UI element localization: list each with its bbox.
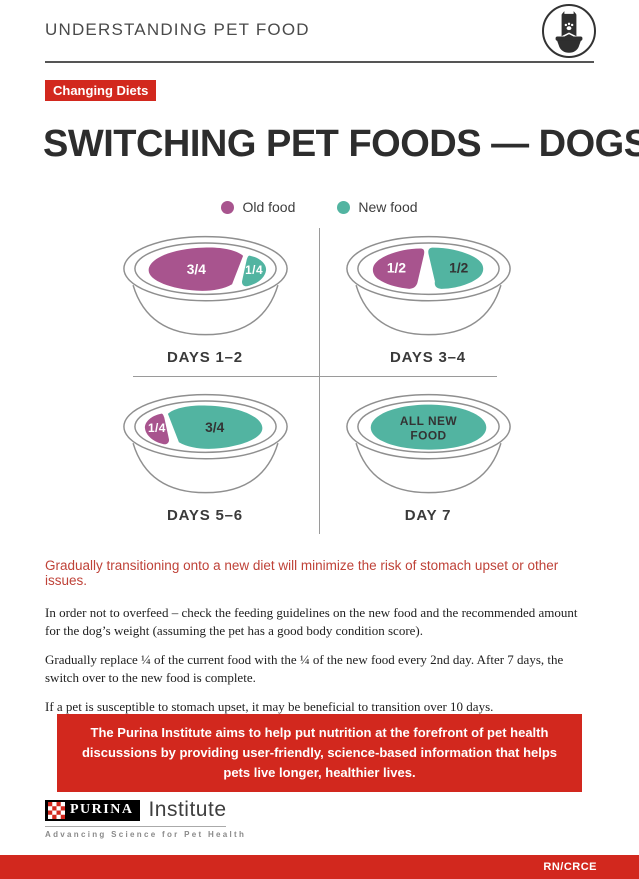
segment-label-old: 3/4 bbox=[186, 262, 205, 277]
pet-food-bag-and-bowl-icon bbox=[542, 4, 596, 58]
segment-label-new: 1/4 bbox=[245, 263, 263, 277]
document-header-title: UNDERSTANDING PET FOOD bbox=[45, 20, 310, 39]
grid-horizontal-divider bbox=[133, 376, 497, 377]
paragraph-stomach-upset: If a pet is susceptible to stomach upset… bbox=[45, 698, 494, 714]
logo-tagline: Advancing Science for Pet Health bbox=[45, 830, 247, 839]
bowl-caption: DAYS 3–4 bbox=[390, 349, 466, 366]
bowl-days-1-2: 3/4 1/4 DAYS 1–2 bbox=[117, 232, 293, 366]
bowl-day-7: ALL NEW FOOD DAY 7 bbox=[340, 390, 516, 524]
bowl-graphic-days-1-2: 3/4 1/4 bbox=[122, 235, 288, 336]
purina-institute-callout: The Purina Institute aims to help put nu… bbox=[57, 714, 582, 793]
segment-label-old: 1/4 bbox=[147, 421, 165, 435]
body-content: Gradually transitioning onto a new diet … bbox=[45, 558, 595, 726]
bowl-caption: DAYS 1–2 bbox=[167, 349, 243, 366]
lead-sentence: Gradually transitioning onto a new diet … bbox=[45, 558, 559, 588]
bowl-graphic-days-3-4: 1/2 1/2 bbox=[345, 235, 511, 336]
purina-institute-logo: PURINA Institute Advancing Science for P… bbox=[45, 798, 246, 839]
bowl-graphic-days-5-6: 1/4 3/4 bbox=[122, 393, 288, 494]
legend-item-old-food: Old food bbox=[221, 199, 295, 215]
legend-old-label: Old food bbox=[242, 199, 296, 215]
segment-label-new: 3/4 bbox=[205, 420, 224, 435]
old-food-dot-icon bbox=[221, 200, 235, 214]
legend-item-new-food: New food bbox=[337, 199, 418, 215]
segment-label-all-new-line1: ALL NEW bbox=[399, 414, 457, 428]
bottom-bar: RN/CRCE bbox=[0, 855, 639, 879]
new-food-dot-icon bbox=[337, 200, 351, 214]
bowl-days-3-4: 1/2 1/2 DAYS 3–4 bbox=[340, 232, 516, 366]
legend: Old food New food bbox=[0, 199, 639, 215]
paragraph-overfeed: In order not to overfeed – check the fee… bbox=[45, 605, 578, 639]
grid-vertical-divider bbox=[319, 228, 320, 534]
logo-brand-text: PURINA bbox=[70, 802, 134, 817]
bowl-caption: DAYS 5–6 bbox=[167, 507, 243, 524]
bowl-caption: DAY 7 bbox=[404, 507, 452, 524]
category-badge: Changing Diets bbox=[45, 80, 157, 101]
logo-institute-text: Institute bbox=[148, 798, 227, 821]
paragraph-replace: Gradually replace ¼ of the current food … bbox=[45, 651, 564, 686]
segment-label-new: 1/2 bbox=[449, 260, 468, 275]
segment-label-all-new-line2: FOOD bbox=[410, 429, 446, 443]
logo-rule bbox=[45, 826, 226, 827]
document-code: RN/CRCE bbox=[543, 861, 597, 873]
bowl-graphic-day-7: ALL NEW FOOD bbox=[345, 393, 511, 494]
legend-new-label: New food bbox=[358, 199, 418, 215]
segment-label-old: 1/2 bbox=[386, 260, 405, 275]
logo-row: PURINA Institute bbox=[45, 798, 246, 822]
purina-logo-box: PURINA bbox=[45, 799, 141, 821]
bowl-days-5-6: 1/4 3/4 DAYS 5–6 bbox=[117, 390, 293, 524]
transition-diagram-grid: 3/4 1/4 DAYS 1–2 1/2 1/2 DAYS 3–4 bbox=[0, 226, 639, 536]
header-rule bbox=[45, 61, 594, 63]
pet-food-icon-graphic bbox=[555, 11, 583, 53]
page-title: SWITCHING PET FOODS — DOGS bbox=[43, 123, 639, 165]
checkerboard-icon bbox=[48, 801, 65, 819]
